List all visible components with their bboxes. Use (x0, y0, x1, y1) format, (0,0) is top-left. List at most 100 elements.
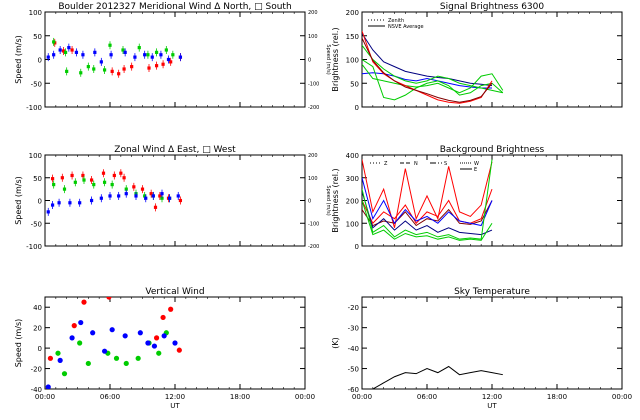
series-line-green2 (362, 200, 493, 241)
y-tick-label: 200 (346, 198, 359, 206)
y-tick-label: 50 (350, 80, 359, 88)
data-layer (46, 37, 183, 78)
data-point-blue (101, 348, 108, 354)
data-point-red (130, 65, 134, 69)
data-point-blue (151, 194, 155, 198)
x-tick-label: 06:00 (417, 393, 437, 401)
chart-title: Background Brightness (440, 145, 545, 155)
data-point-green (124, 187, 128, 191)
y-axis-label: Brightness (rel.) (331, 27, 340, 91)
x-tick-label: 00:00 (612, 393, 632, 401)
series-line-green2 (362, 59, 504, 101)
data-point-green (160, 196, 164, 200)
data-point-blue (57, 201, 61, 205)
data-point-blue (176, 194, 180, 198)
data-point-green (73, 180, 77, 184)
series-line-green1 (362, 159, 493, 240)
y-tick-label: -50 (31, 220, 42, 228)
legend-label: NSVE Average (388, 24, 424, 30)
data-point-green (110, 182, 114, 187)
data-point-blue (122, 333, 128, 339)
x-tick-label: 00:00 (295, 393, 315, 401)
data-point-red (70, 48, 74, 52)
data-point-green (108, 43, 112, 47)
y-tick-label: 300 (346, 175, 359, 183)
legend-label: Z (384, 161, 388, 167)
y-tick-label-right: 0 (308, 58, 311, 64)
y-tick-label: -40 (348, 345, 359, 353)
data-point-green (135, 355, 141, 361)
data-point-green (123, 360, 129, 367)
data-point-blue (134, 194, 138, 198)
data-point-red (101, 171, 106, 175)
data-point-red (169, 60, 173, 64)
data-point-blue (145, 340, 151, 346)
data-point-red (112, 173, 116, 178)
x-tick-label: 18:00 (547, 393, 567, 401)
data-point-blue (178, 55, 183, 59)
data-point-green (92, 182, 96, 187)
chart-title: Zonal Wind Δ East, □ West (114, 145, 236, 155)
legend-label: E (474, 167, 477, 173)
data-point-red (158, 194, 162, 198)
y-tick-label-right: 200 (308, 153, 318, 159)
legend-label: Zenith (388, 18, 404, 24)
data-point-blue (58, 48, 62, 52)
y-tick-label-right: -100 (308, 81, 319, 87)
data-point-blue (78, 319, 84, 326)
data-point-blue (133, 55, 137, 59)
data-point-green (79, 71, 83, 75)
data-point-blue (46, 55, 50, 59)
series-line-darkred (362, 37, 493, 103)
series-line-navy (362, 33, 493, 87)
y-axis-label: Speed (m/s) (14, 176, 23, 225)
x-tick-label: 12:00 (165, 393, 185, 401)
y-tick-label: -50 (31, 80, 42, 88)
data-point-blue (46, 210, 50, 214)
y-tick-label: 0 (355, 104, 359, 112)
y-tick-label: 150 (346, 33, 359, 41)
data-layer (45, 297, 182, 389)
panel-signal: Signal Brightness 6300 0 50 100 150 200 Bright… (331, 2, 623, 112)
series-line-blue2 (362, 191, 493, 236)
data-point-red (160, 314, 166, 321)
data-point-green (62, 187, 67, 191)
y-tick-label: 50 (33, 33, 42, 41)
y-tick-label: 0 (38, 57, 42, 65)
series-line-red3 (362, 200, 493, 227)
data-point-blue (172, 340, 178, 346)
panel-background: Background Brightness 0 100 200 300 400 Bright… (331, 145, 623, 251)
x-tick-label: 06:00 (100, 393, 120, 401)
data-point-blue (52, 53, 56, 57)
data-point-red (153, 205, 158, 209)
data-point-green (171, 53, 175, 57)
data-point-blue (167, 196, 172, 200)
data-point-green (113, 355, 120, 361)
data-point-blue (166, 57, 171, 62)
data-point-red (119, 171, 123, 175)
data-point-red (106, 297, 112, 300)
y-tick-label: -100 (26, 243, 42, 251)
data-point-red (117, 72, 121, 76)
data-point-blue (69, 335, 75, 341)
y-tick-label: 100 (29, 152, 42, 160)
data-layer (371, 365, 503, 389)
data-layer (362, 30, 504, 104)
data-point-red (122, 176, 126, 180)
data-point-red (176, 347, 182, 353)
y-tick-label: -30 (348, 325, 359, 333)
y-tick-label: -50 (348, 366, 359, 374)
legend-label: S (444, 161, 447, 167)
data-point-blue (143, 53, 147, 57)
legend-label: W (474, 161, 479, 167)
y-tick-label: 0 (355, 243, 359, 251)
x-tick-label: 12:00 (482, 393, 502, 401)
y-axis-label: (K) (331, 337, 340, 349)
data-point-green (92, 67, 96, 71)
data-layer (46, 169, 183, 216)
chart-title: Signal Brightness 6300 (440, 2, 544, 12)
data-point-green (63, 50, 68, 54)
data-point-blue (108, 194, 112, 198)
legend-label: N (414, 161, 418, 167)
